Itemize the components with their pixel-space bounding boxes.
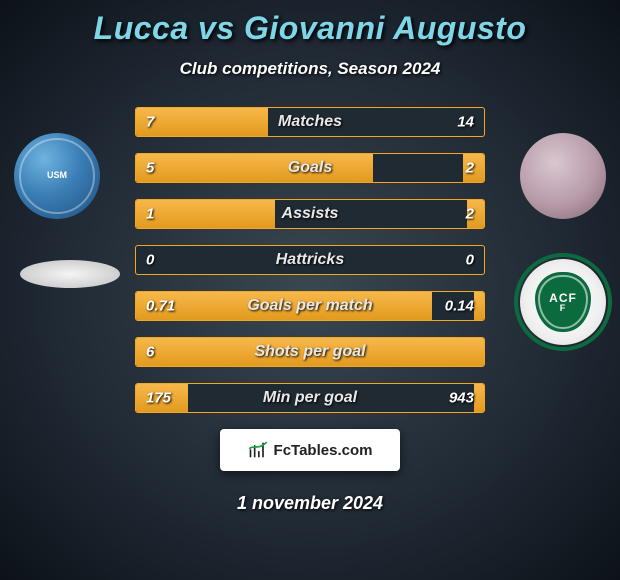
subtitle: Club competitions, Season 2024 (0, 59, 620, 79)
player-photo-right (520, 133, 606, 219)
stat-row: 175943Min per goal (135, 383, 485, 413)
stat-label: Matches (136, 108, 484, 136)
stat-row: 12Assists (135, 199, 485, 229)
club-badge-left-label: USM (47, 171, 67, 181)
club-badge-left: USM (14, 133, 100, 219)
stat-row: 6Shots per goal (135, 337, 485, 367)
stats-container: 714Matches 52Goals 12Assists 00Hattricks 0.7… (135, 107, 485, 413)
stat-label: Goals (136, 154, 484, 182)
stat-row: 714Matches (135, 107, 485, 137)
stat-label: Assists (136, 200, 484, 228)
stat-label: Hattricks (136, 246, 484, 274)
stat-label: Min per goal (136, 384, 484, 412)
stat-label: Shots per goal (136, 338, 484, 366)
comparison-card: Lucca vs Giovanni Augusto Club competiti… (0, 0, 620, 580)
stat-row: 52Goals (135, 153, 485, 183)
date-label: 1 november 2024 (0, 493, 620, 514)
fctables-logo-icon (248, 440, 268, 460)
club-badge-right: ACF F (520, 259, 606, 345)
player-photo-left (20, 260, 120, 288)
brand-footer-text: FcTables.com (274, 442, 373, 459)
stat-row: 0.710.14Goals per match (135, 291, 485, 321)
stat-label: Goals per match (136, 292, 484, 320)
brand-footer[interactable]: FcTables.com (220, 429, 400, 471)
stat-row: 00Hattricks (135, 245, 485, 275)
page-title: Lucca vs Giovanni Augusto (0, 10, 620, 47)
